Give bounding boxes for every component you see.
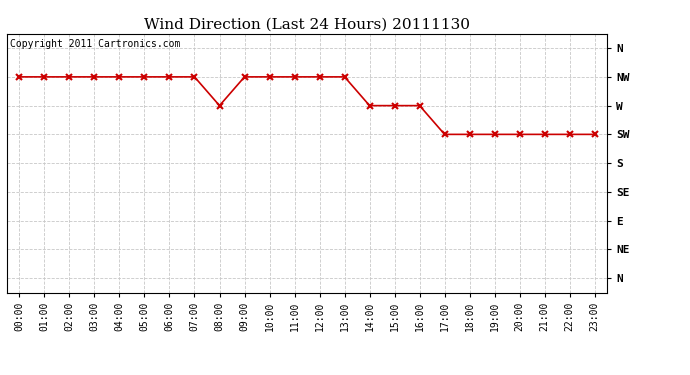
Title: Wind Direction (Last 24 Hours) 20111130: Wind Direction (Last 24 Hours) 20111130 [144, 17, 470, 31]
Text: Copyright 2011 Cartronics.com: Copyright 2011 Cartronics.com [10, 39, 180, 49]
